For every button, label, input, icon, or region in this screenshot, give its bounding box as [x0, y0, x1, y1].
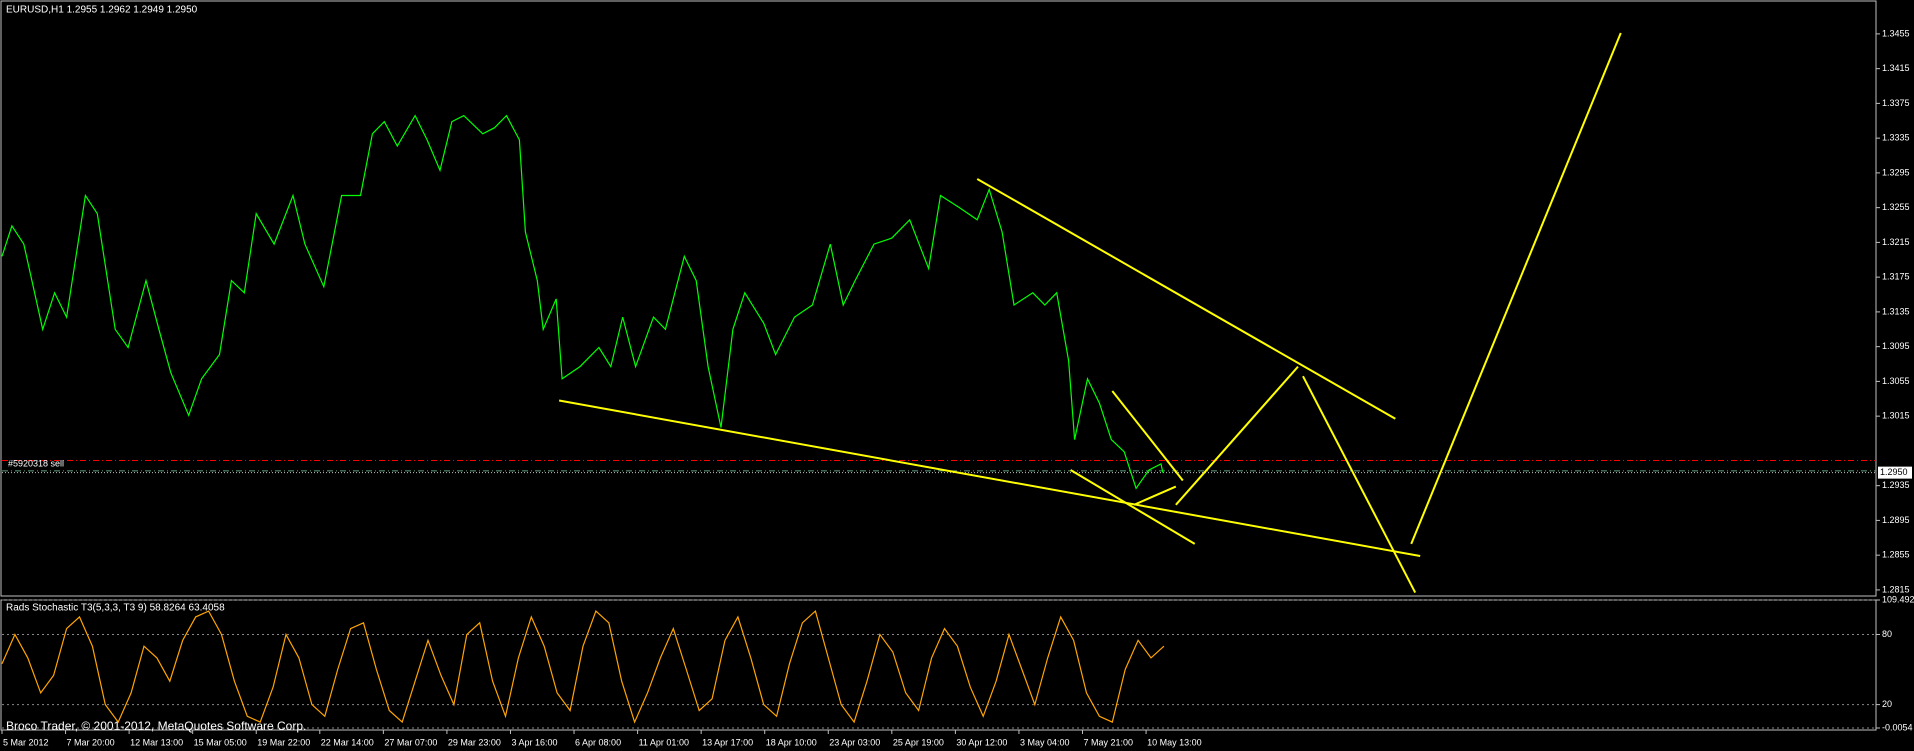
y-tick-label: 20 — [1882, 699, 1892, 709]
trendline — [1133, 485, 1177, 506]
x-tick-label: 30 Apr 12:00 — [956, 737, 1007, 747]
x-tick-label: 11 Apr 01:00 — [639, 737, 689, 747]
x-tick-label: 23 Apr 03:00 — [829, 737, 880, 747]
y-tick-label: 1.2855 — [1882, 550, 1910, 560]
x-tick-label: 7 Mar 20:00 — [67, 737, 115, 747]
y-tick-label: 1.3095 — [1882, 341, 1910, 351]
trendline — [1302, 375, 1417, 593]
y-tick-label: 1.3375 — [1882, 98, 1910, 108]
x-tick-label: 12 Mar 13:00 — [130, 737, 183, 747]
x-tick-label: 19 Mar 22:00 — [257, 737, 310, 747]
x-tick-label: 6 Apr 08:00 — [575, 737, 621, 747]
x-tick-label: 15 Mar 05:00 — [194, 737, 247, 747]
y-tick-label: 1.3175 — [1882, 272, 1910, 282]
price-line — [1, 114, 1164, 490]
price-box-label: 1.2950 — [1880, 467, 1908, 477]
trendline — [1111, 390, 1184, 482]
y-tick-label: 1.3215 — [1882, 237, 1910, 247]
indicator-title: Rads Stochastic T3(5,3,3, T3 9) 58.8264 … — [6, 603, 225, 614]
level-label: #5920318 sell — [8, 458, 64, 468]
x-tick-label: 22 Mar 14:00 — [321, 737, 374, 747]
x-tick-label: 13 Apr 17:00 — [702, 737, 753, 747]
price-line — [1, 610, 1165, 724]
price-box — [1878, 466, 1912, 479]
y-tick-label: 1.3015 — [1882, 411, 1910, 421]
y-tick-label: 1.2815 — [1882, 584, 1910, 594]
trendline — [558, 399, 1421, 558]
y-tick-label: 1.2895 — [1882, 515, 1910, 525]
trendline — [1070, 469, 1196, 545]
y-tick-label: 80 — [1882, 629, 1892, 639]
y-tick-label: 1.3255 — [1882, 202, 1910, 212]
y-tick-label: 1.3295 — [1882, 167, 1910, 177]
y-tick-label: 1.3415 — [1882, 63, 1910, 73]
x-tick-label: 25 Apr 19:00 — [893, 737, 944, 747]
y-tick-label: 109.492 — [1882, 594, 1914, 604]
y-tick-label: 1.3135 — [1882, 306, 1910, 316]
y-tick-label: 1.3455 — [1882, 28, 1910, 38]
y-tick-label: 1.2935 — [1882, 480, 1910, 490]
y-tick-label: -0.0054 — [1882, 722, 1913, 732]
chart-title: EURUSD,H1 1.2955 1.2962 1.2949 1.2950 — [6, 5, 198, 16]
trendline — [1175, 365, 1299, 506]
x-tick-label: 5 Mar 2012 — [3, 737, 49, 747]
x-tick-label: 10 May 13:00 — [1147, 737, 1202, 747]
x-tick-label: 7 May 21:00 — [1084, 737, 1134, 747]
x-tick-label: 29 Mar 23:00 — [448, 737, 501, 747]
y-tick-label: 1.3055 — [1882, 376, 1910, 386]
x-tick-label: 3 Apr 16:00 — [511, 737, 557, 747]
trendline — [976, 178, 1396, 420]
main-frame — [0, 0, 1877, 597]
x-tick-label: 18 Apr 10:00 — [766, 737, 817, 747]
y-tick-label: 1.3335 — [1882, 133, 1910, 143]
x-tick-label: 27 Mar 07:00 — [384, 737, 437, 747]
x-tick-label: 3 May 04:00 — [1020, 737, 1070, 747]
trendline — [1410, 32, 1622, 545]
footer: Broco Trader, © 2001-2012, MetaQuotes So… — [6, 719, 306, 733]
